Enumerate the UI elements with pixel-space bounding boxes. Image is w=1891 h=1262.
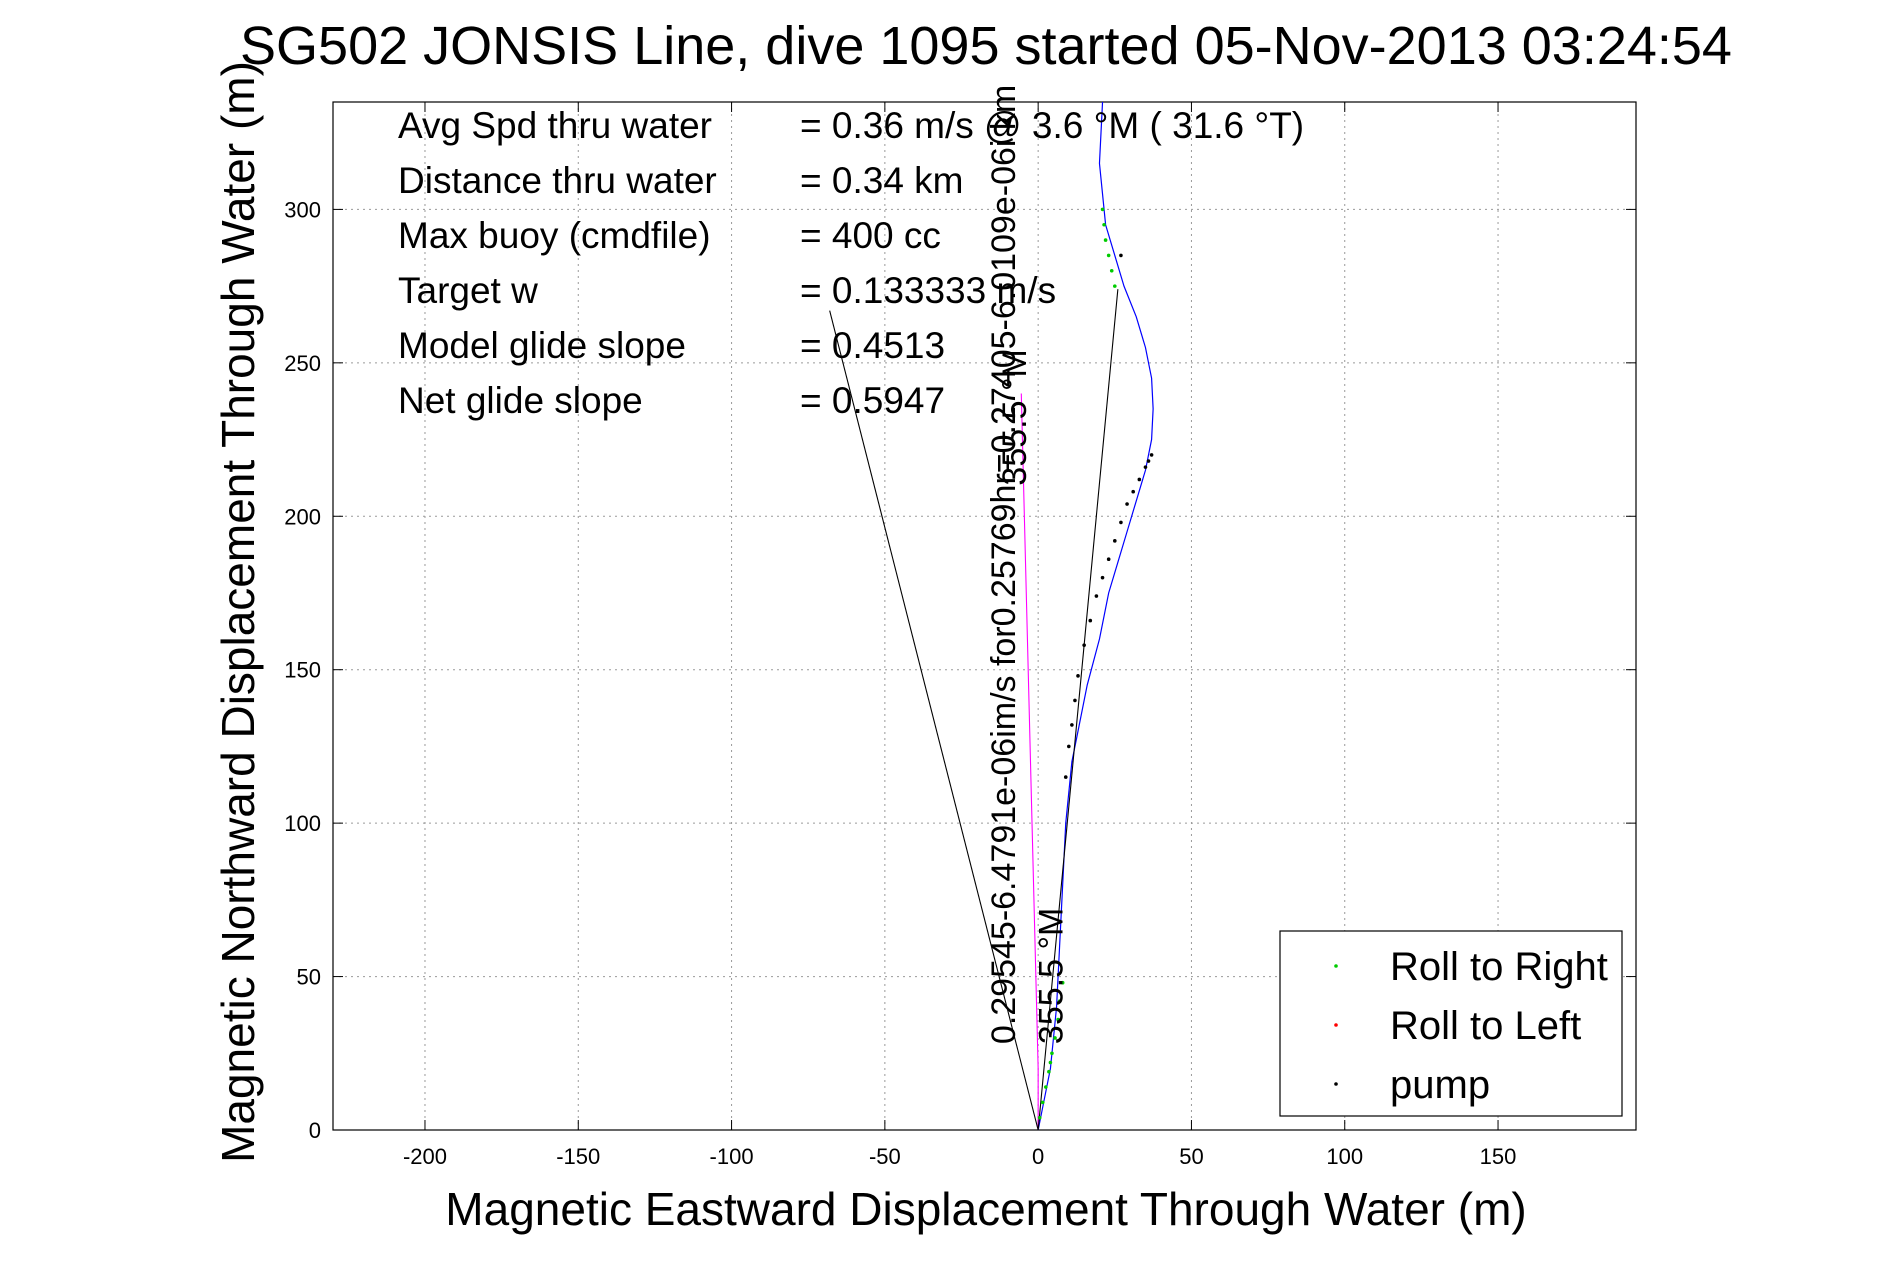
velocity-annotation: 0.29545-6.4791e-06im/s for0.25769hr=0.27… [985,85,1023,1044]
data-point-pump [1137,477,1142,482]
data-point-roll-right [1040,1100,1045,1105]
data-point-pump [1082,643,1086,647]
data-point-roll-right [1047,1069,1051,1074]
x-tick-label: 150 [1480,1144,1517,1169]
data-point-pump [1113,539,1117,543]
data-point-pump [1088,618,1093,623]
y-tick-label: 300 [284,197,321,222]
data-point-pump [1067,744,1071,749]
data-point-pump [1119,253,1123,258]
trajectory-series [829,101,1154,1131]
data-point-pump [1119,520,1123,525]
x-tick-label: -50 [869,1144,901,1169]
chart-title: SG502 JONSIS Line, dive 1095 started 05-… [240,16,1732,76]
data-point-roll-right [1044,1085,1048,1089]
data-point-pump [1063,775,1068,779]
y-tick-label: 200 [284,504,321,529]
legend: Roll to Right Roll to Left pump [1279,930,1623,1117]
trajectory-line [1037,101,1154,1131]
legend-marker-roll-left [1334,1023,1338,1027]
stat-value: = 400 cc [800,215,941,256]
legend-marker-pump [1334,1082,1338,1086]
data-point-roll-right [1103,238,1108,242]
stat-value: = 0.4513 [800,325,945,366]
data-point-pump [1076,674,1080,678]
y-tick-label: 50 [297,965,321,990]
y-tick-label: 150 [284,658,321,683]
data-point-pump [1146,459,1151,463]
y-tick-label: 0 [309,1118,321,1143]
data-point-pump [1131,489,1135,494]
data-point-roll-right [1113,284,1117,288]
x-tick-label: 0 [1032,1144,1044,1169]
y-tick-label: 250 [284,351,321,376]
stat-label: Distance thru water [398,160,717,201]
data-point-roll-right [1060,980,1065,985]
stat-label: Target w [398,270,538,311]
data-point-roll-right [1100,207,1105,212]
data-point-roll-right [1102,222,1106,227]
data-point-pump [1070,723,1074,727]
stat-label: Avg Spd thru water [398,105,712,146]
data-point-pump [1100,575,1105,580]
x-tick-label: -150 [556,1144,600,1169]
stat-value: = 0.5947 [800,380,945,421]
stat-label: Model glide slope [398,325,686,366]
heading-annotation-upper: 355.5 °M [996,349,1034,485]
data-point-roll-right [1109,268,1114,273]
x-tick-label: -200 [403,1144,447,1169]
axis-ticks: -200 -150 -100 -50 0 50 100 150 0 50 100 150 200 250 3… [284,102,1636,1169]
data-point-roll-right [1050,1051,1054,1056]
data-point-pump [1094,594,1099,598]
x-tick-label: -100 [710,1144,754,1169]
data-point-pump [1125,502,1129,506]
legend-label-roll-right: Roll to Right [1390,945,1608,989]
x-axis-label: Magnetic Eastward Displacement Through W… [445,1183,1526,1235]
data-point-roll-right [1057,999,1062,1003]
data-point-roll-right [1053,1036,1057,1040]
data-point-pump [1143,465,1148,469]
glide-boundary-line [1037,289,1119,1131]
data-point-pump [1073,698,1077,703]
data-point-pump [1149,453,1154,457]
heading-annotation-lower: 355.5 °M [1033,908,1071,1044]
stat-value: = 0.36 m/s @ 3.6 °M ( 31.6 °T) [800,105,1304,146]
plot-area [332,101,1637,1131]
data-point-roll-right [1048,1060,1053,1065]
y-tick-label: 100 [284,811,321,836]
dive-stats: Avg Spd thru water = 0.36 m/s @ 3.6 °M (… [398,105,1304,421]
legend-label-pump: pump [1390,1063,1490,1107]
stat-value: = 0.34 km [800,160,964,201]
stat-label: Max buoy (cmdfile) [398,215,711,256]
stat-label: Net glide slope [398,380,643,421]
x-tick-label: 50 [1179,1144,1203,1169]
glide-boundary-line [829,310,1039,1131]
legend-marker-roll-right [1334,964,1338,968]
depth-averaged-current-line [1020,393,1039,1130]
data-point-roll-right [1106,253,1111,258]
plot-annotations: 0.29545-6.4791e-06im/s for0.25769hr=0.27… [985,85,1071,1044]
data-point-pump [1106,557,1111,562]
legend-label-roll-left: Roll to Left [1390,1004,1581,1048]
stat-value: = 0.133333 m/s [800,270,1056,311]
y-axis-label: Magnetic Northward Displacement Through … [212,61,264,1163]
x-tick-label: 100 [1326,1144,1363,1169]
data-point-roll-right [1056,1017,1060,1022]
data-point-roll-right [1037,1115,1042,1120]
